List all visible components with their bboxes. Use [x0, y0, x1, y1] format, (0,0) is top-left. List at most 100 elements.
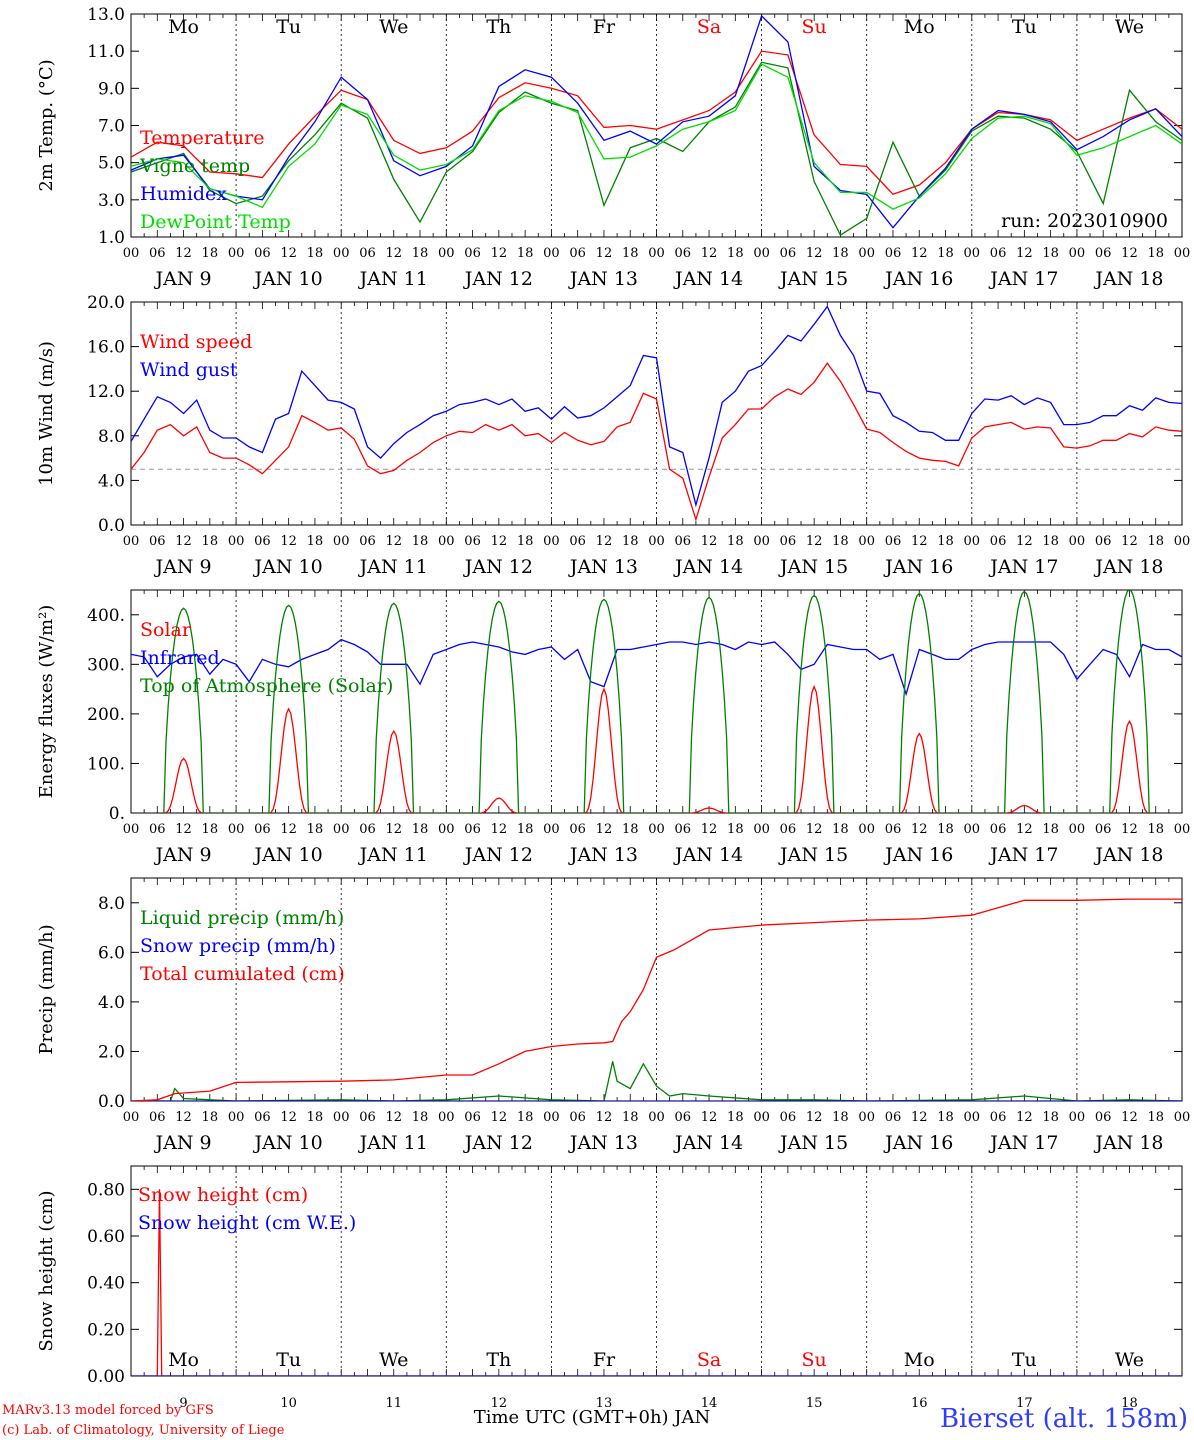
hour-label: 06: [1095, 246, 1112, 261]
date-label: JAN 10: [253, 556, 323, 578]
legend-entry: Vigne temp: [139, 155, 250, 177]
hour-label: 18: [1042, 246, 1059, 261]
date-label: JAN 11: [358, 268, 428, 290]
hour-label: 18: [517, 1110, 534, 1125]
hour-label: 06: [254, 246, 271, 261]
hour-label: 18: [1042, 1110, 1059, 1125]
hour-label: 18: [1042, 822, 1059, 837]
hour-label: 00: [1174, 534, 1191, 549]
hour-label: 06: [885, 534, 902, 549]
hour-label: 12: [280, 246, 297, 261]
hour-label: 18: [832, 246, 849, 261]
hour-label: 12: [175, 246, 192, 261]
weekday-label: We: [1115, 1349, 1144, 1371]
hour-label: 00: [543, 246, 560, 261]
hour-label: 06: [1095, 534, 1112, 549]
hour-label: 00: [1174, 246, 1191, 261]
hour-label: 12: [280, 822, 297, 837]
y-tick-label: 5.0: [98, 154, 125, 174]
y-tick-label: 2.0: [98, 1042, 125, 1062]
legend-entry: Wind gust: [140, 359, 238, 381]
series-line: [131, 1189, 1182, 1376]
y-tick-label: 0.60: [87, 1227, 125, 1247]
date-label: JAN 15: [778, 844, 848, 866]
hour-label: 06: [254, 822, 271, 837]
hour-label: 12: [596, 1110, 613, 1125]
hour-label: 12: [701, 246, 718, 261]
hour-label: 00: [123, 534, 140, 549]
hour-label: 00: [1174, 1110, 1191, 1125]
series-line: [131, 50, 1182, 196]
hour-label: 06: [675, 1110, 692, 1125]
date-label: JAN 12: [463, 268, 533, 290]
y-tick-label: 6.0: [98, 943, 125, 963]
hour-label: 12: [175, 822, 192, 837]
hour-label: 06: [569, 246, 586, 261]
day-number-label: 9: [179, 1396, 187, 1411]
hour-label: 18: [727, 534, 744, 549]
weekday-label: Mo: [168, 16, 199, 38]
weekday-label: Su: [802, 1349, 827, 1371]
hour-label: 12: [1016, 246, 1033, 261]
hour-label: 12: [806, 246, 823, 261]
hour-label: 06: [885, 1110, 902, 1125]
legend-entry: Snow precip (mm/h): [140, 935, 336, 957]
panel-2: 0.0 4.0 8.0 12.0 16.0 20.0 10m Wind (m/s) 00 06 1…: [36, 293, 1190, 578]
day-number-label: 14: [701, 1396, 718, 1411]
hour-label: 12: [280, 1110, 297, 1125]
hour-label: 06: [464, 1110, 481, 1125]
hour-label: 12: [1121, 822, 1138, 837]
y-tick-label: 12.0: [87, 382, 125, 402]
hour-label: 18: [202, 822, 219, 837]
hour-label: 00: [753, 534, 770, 549]
hour-label: 00: [1069, 534, 1086, 549]
y-tick-label: 200.: [87, 705, 125, 725]
hour-label: 12: [491, 246, 508, 261]
hour-label: 18: [937, 246, 954, 261]
hour-label: 12: [701, 822, 718, 837]
date-label: JAN 15: [778, 268, 848, 290]
hour-label: 18: [412, 822, 429, 837]
weekday-label: We: [1115, 16, 1144, 38]
weekday-label: Th: [486, 16, 511, 38]
y-tick-label: 100.: [87, 754, 125, 774]
weekday-label: Tu: [1012, 16, 1037, 38]
hour-label: 12: [701, 1110, 718, 1125]
hour-label: 00: [1069, 1110, 1086, 1125]
hour-label: 00: [648, 822, 665, 837]
series-line: [131, 14, 1182, 229]
hour-label: 12: [385, 246, 402, 261]
hour-label: 00: [438, 1110, 455, 1125]
hour-label: 18: [1147, 246, 1164, 261]
hour-label: 18: [832, 534, 849, 549]
hour-label: 00: [858, 246, 875, 261]
date-label: JAN 12: [463, 1132, 533, 1154]
date-label: JAN 15: [778, 1132, 848, 1154]
hour-label: 06: [780, 246, 797, 261]
hour-label: 06: [885, 246, 902, 261]
date-label: JAN 12: [463, 844, 533, 866]
hour-label: 06: [254, 1110, 271, 1125]
y-tick-label: 8.0: [98, 427, 125, 447]
hour-label: 00: [1069, 246, 1086, 261]
legend-entry: Top of Atmosphere (Solar): [140, 675, 393, 697]
series-line: [163, 684, 1150, 813]
weekday-label: Su: [802, 16, 827, 38]
hour-label: 00: [123, 246, 140, 261]
hour-label: 06: [1095, 1110, 1112, 1125]
hour-label: 12: [491, 822, 508, 837]
hour-label: 06: [149, 246, 166, 261]
hour-label: 06: [675, 822, 692, 837]
hour-label: 06: [1095, 822, 1112, 837]
y-tick-label: 0.80: [87, 1180, 125, 1200]
day-number-label: 12: [491, 1396, 508, 1411]
date-label: JAN 11: [358, 556, 428, 578]
hour-label: 18: [517, 534, 534, 549]
hour-label: 00: [438, 822, 455, 837]
hour-label: 00: [333, 1110, 350, 1125]
day-number-label: 15: [806, 1396, 823, 1411]
hour-label: 12: [911, 534, 928, 549]
hour-label: 00: [228, 1110, 245, 1125]
y-axis-label: Snow height (cm): [36, 1190, 57, 1351]
hour-label: 12: [491, 1110, 508, 1125]
